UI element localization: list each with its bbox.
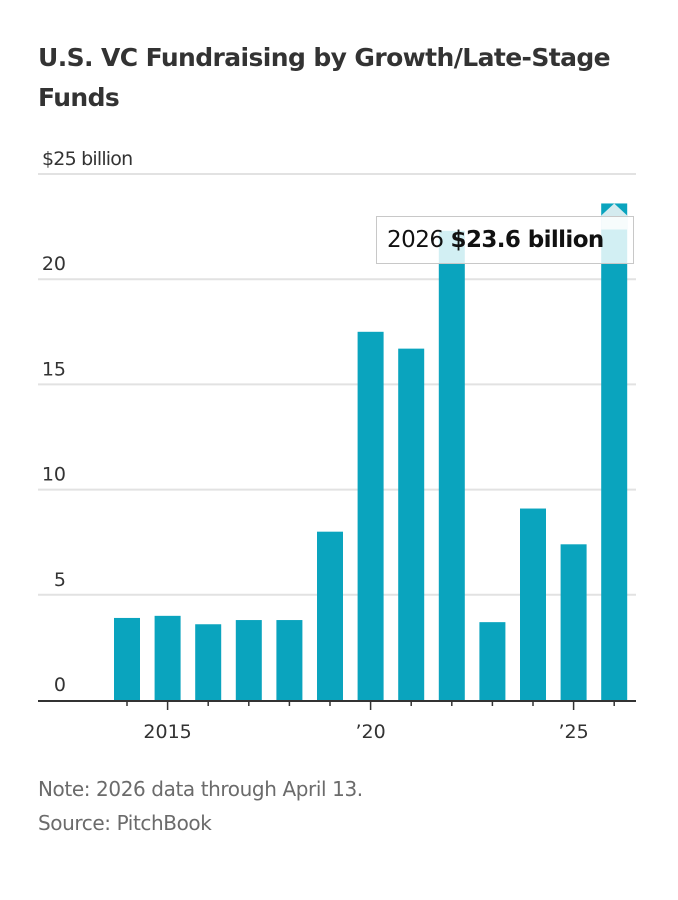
bar-2026: [601, 203, 628, 700]
chart-note: Note: 2026 data through April 13.: [38, 777, 363, 801]
bar-2014: [114, 617, 140, 700]
chart-title: U.S. VC Fundraising by Growth/Late-Stage…: [38, 43, 611, 112]
y-tick-label: 5: [54, 569, 66, 591]
x-tick-label-2025: ’25: [558, 721, 588, 743]
bars: [114, 203, 628, 701]
value-tooltip: 2026 $23.6 billion: [376, 216, 634, 264]
chart-source: Source: PitchBook: [38, 811, 212, 835]
bar-2018: [276, 620, 303, 700]
y-tick-label: 0: [54, 674, 66, 696]
x-tick-label-2020: ’20: [355, 721, 385, 743]
bar-2015: [154, 615, 181, 700]
tooltip-year: 2026: [387, 227, 444, 253]
bar-2024: [520, 508, 546, 700]
tooltip-value: $23.6 billion: [450, 227, 605, 253]
bar-2021: [398, 348, 425, 700]
chart-footer: Note: 2026 data through April 13. Source…: [38, 772, 363, 840]
bar-2023: [479, 622, 506, 700]
y-unit-label: $25 billion: [42, 148, 132, 170]
bar-2016: [195, 624, 222, 700]
y-tick-label: 10: [42, 464, 66, 486]
y-tick-label: 20: [42, 253, 66, 275]
bar-2017: [235, 620, 262, 700]
x-tick-label-2015: 2015: [143, 721, 191, 743]
bar-2019: [317, 531, 343, 700]
y-tick-label: 15: [42, 358, 66, 380]
bar-2022: [438, 230, 465, 701]
bar-2020: [357, 331, 384, 700]
x-axis: [38, 700, 636, 710]
bar-2025: [560, 544, 587, 700]
axis-labels: 0 5 10 15 20 $25 billion 2015 ’20 ’25: [42, 148, 589, 743]
